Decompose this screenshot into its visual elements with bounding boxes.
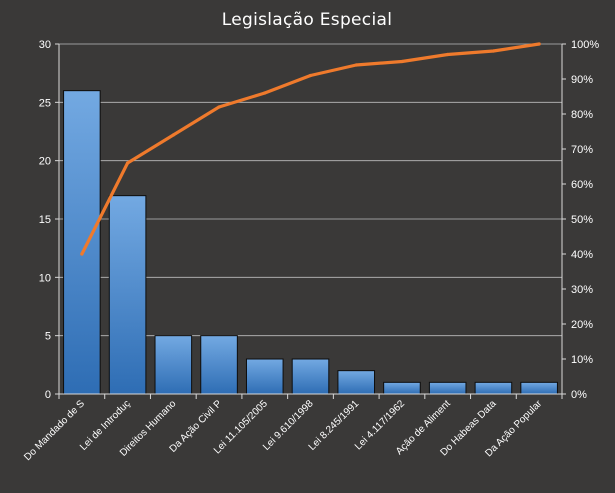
y-right-tick-label: 0% xyxy=(571,389,587,401)
line-point xyxy=(354,63,358,67)
chart-title: Legislação Especial xyxy=(222,10,392,30)
line-point xyxy=(125,161,130,165)
line-point xyxy=(80,252,84,256)
y-right-tick-label: 10% xyxy=(571,354,593,366)
bar xyxy=(383,381,421,395)
y-left-tick-label: 0 xyxy=(45,389,51,401)
bar xyxy=(108,195,147,395)
bar xyxy=(474,381,513,395)
y-left-tick-label: 20 xyxy=(39,156,51,168)
y-right-tick-label: 20% xyxy=(571,319,593,331)
y-left-tick-label: 25 xyxy=(39,97,51,109)
bar xyxy=(291,358,330,395)
line-point xyxy=(217,105,221,109)
y-right-tick-label: 80% xyxy=(571,109,593,121)
y-left-tick-label: 30 xyxy=(39,39,51,51)
axes xyxy=(55,43,566,399)
line-point xyxy=(537,42,541,46)
y-right-tick-label: 30% xyxy=(571,284,593,296)
line-point xyxy=(171,133,175,137)
bar xyxy=(200,335,238,395)
y-right-tick-label: 70% xyxy=(571,144,593,156)
y-right-tick-label: 60% xyxy=(571,179,593,191)
y-right-tick-label: 40% xyxy=(571,249,593,261)
y-right-tick-label: 50% xyxy=(571,214,593,226)
y-left-tick-label: 10 xyxy=(39,272,51,284)
bar xyxy=(154,335,193,395)
line-point xyxy=(263,91,267,95)
x-tick-label: Do Mandado de S xyxy=(22,398,87,463)
bar xyxy=(337,370,376,395)
y-right-tick-label: 100% xyxy=(571,39,599,51)
y-left-tick-label: 15 xyxy=(39,214,51,226)
bar xyxy=(428,381,467,395)
y-left-tick-label: 5 xyxy=(45,331,51,343)
bar xyxy=(245,358,284,395)
bar xyxy=(520,381,558,395)
bar xyxy=(63,90,101,395)
line-point xyxy=(446,52,450,57)
y-right-tick-label: 90% xyxy=(571,74,593,86)
line-point xyxy=(491,49,496,53)
cumulative-line-series xyxy=(80,42,541,256)
line-point xyxy=(400,59,404,64)
line-point xyxy=(308,73,313,78)
bar-series xyxy=(63,90,558,395)
